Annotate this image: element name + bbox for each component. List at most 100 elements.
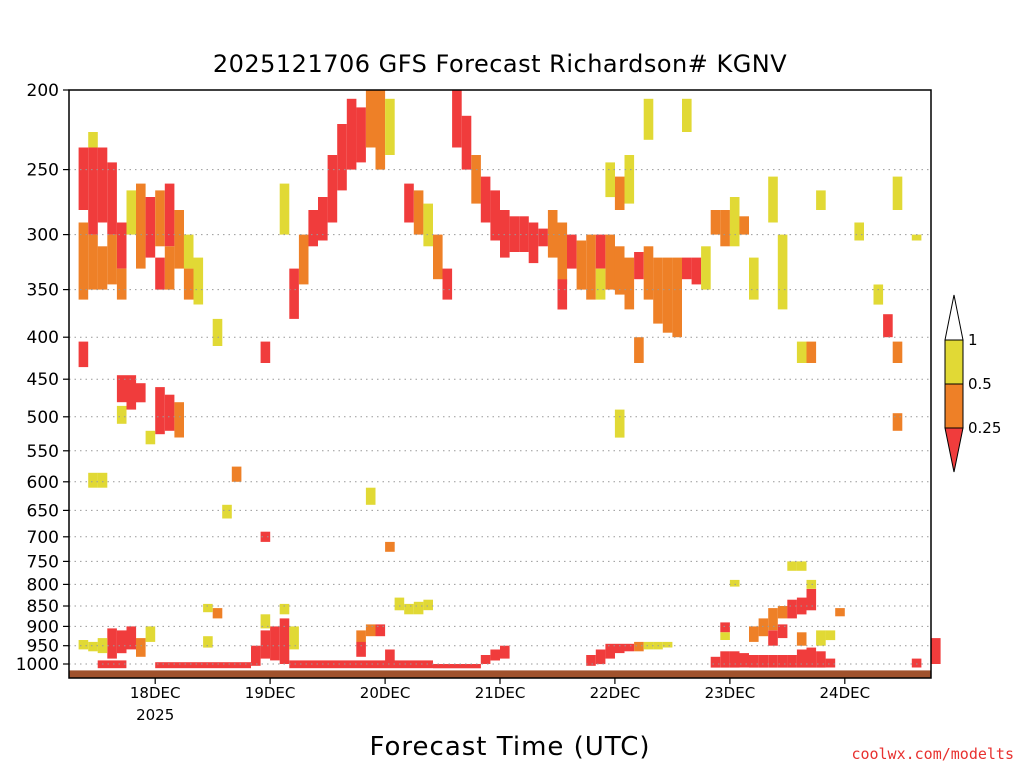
heatmap-cell <box>433 234 443 280</box>
heatmap-cell <box>260 630 271 659</box>
heatmap-cell <box>155 387 165 435</box>
heatmap-cell <box>806 647 817 668</box>
heatmap-cell <box>480 176 491 223</box>
heatmap-cell <box>710 656 721 668</box>
heatmap-cell <box>691 257 702 285</box>
heatmap-cell <box>183 268 194 300</box>
heatmap-cell <box>605 162 615 198</box>
heatmap-cell <box>806 588 817 611</box>
heatmap-cell <box>97 246 108 290</box>
x-axis-ticks: 18DEC 2025 19DEC 20DEC 21DEC 22DEC 23DEC 24DEC <box>130 678 870 724</box>
grid-lines <box>69 169 931 665</box>
heatmap-cell <box>404 183 414 223</box>
heatmap-cell <box>720 622 730 633</box>
heatmap-cell <box>413 190 424 235</box>
heatmap-cell <box>787 561 797 571</box>
heatmap-cell <box>155 257 165 290</box>
heatmap-cell <box>624 257 635 310</box>
heatmap-cell <box>490 190 500 241</box>
heatmap-cell <box>806 341 817 363</box>
heatmap-cell <box>365 624 376 637</box>
heatmap-cell <box>136 638 146 657</box>
heatmap-cell <box>212 608 223 619</box>
heatmap-cell <box>193 257 204 305</box>
x-tick-label: 20DEC <box>360 684 411 702</box>
heatmap-cell <box>557 222 568 285</box>
heatmap-cell <box>595 268 606 300</box>
heatmap-cell <box>777 655 788 668</box>
heatmap-cell <box>873 284 884 305</box>
heatmap-cell <box>605 234 615 290</box>
y-axis-ticks: 200 250 300 350 400 450 500 550 600 650 700 750 8008… <box>16 81 69 675</box>
y-tick-label: 300 <box>27 226 59 246</box>
heatmap-cell <box>394 597 405 611</box>
heatmap-cell <box>758 618 769 637</box>
heatmap-cell <box>116 222 127 269</box>
y-tick-label: 600 <box>27 473 59 493</box>
heatmap-cell <box>576 240 587 290</box>
heatmap-cell <box>126 375 137 410</box>
heatmap-cell <box>423 203 433 247</box>
heatmap-cell <box>270 626 280 661</box>
heatmap-cell <box>816 190 826 210</box>
heatmap-cell <box>605 643 615 659</box>
heatmap-cell <box>164 394 175 431</box>
x-tick-label: 19DEC <box>245 684 296 702</box>
near-surface-cell <box>155 662 251 669</box>
heatmap-cell <box>739 653 749 668</box>
colorbar-legend: 1 0.5 0.25 <box>944 294 1001 473</box>
colorbar-yellow <box>944 339 964 385</box>
heatmap-cell <box>796 632 807 646</box>
heatmap-cell <box>892 341 903 363</box>
heatmap-cell <box>279 618 290 664</box>
heatmap-cell <box>777 606 788 619</box>
chart-title: 2025121706 GFS Forecast Richardson# KGNV <box>212 50 788 78</box>
heatmap-cell <box>116 405 127 424</box>
near-surface-cell <box>433 664 481 669</box>
heatmap-cell <box>768 655 778 668</box>
heatmap-cell <box>174 210 184 269</box>
heatmap-cell <box>145 197 156 258</box>
heatmap-cell <box>260 531 271 542</box>
colorbar-bottom-triangle <box>944 427 964 473</box>
heatmap-cell <box>480 655 491 664</box>
heatmap-cell <box>116 268 127 300</box>
heatmap-cell <box>452 90 462 148</box>
y-tick-label: 350 <box>27 281 59 301</box>
near-surface-cell <box>97 660 127 669</box>
credit-link[interactable]: coolwx.com/modelts <box>851 745 1014 763</box>
heatmap-cell <box>500 645 510 659</box>
heatmap-cell <box>854 222 864 241</box>
y-tick-label: 1000 <box>16 655 59 675</box>
heatmap-cell <box>318 197 328 241</box>
heatmap-cell <box>212 318 223 346</box>
colorbar-label: 1 <box>968 331 978 349</box>
heatmap-cell <box>720 210 730 247</box>
heatmap-cell <box>385 541 395 552</box>
heatmap-cell <box>614 176 625 210</box>
heatmap-cell <box>682 98 692 132</box>
x-tick-sublabel: 2025 <box>136 706 174 724</box>
heatmap-cell <box>643 246 654 300</box>
heatmap-cell <box>796 341 807 363</box>
colorbar-label: 0.25 <box>968 419 1001 437</box>
heatmap-cell <box>88 147 98 235</box>
heatmap-cell <box>768 176 778 223</box>
heatmap-cell <box>97 147 108 223</box>
heatmap-cell <box>164 246 175 290</box>
heatmap-cell <box>538 228 548 247</box>
heatmap-cell <box>298 234 309 285</box>
heatmap-cell <box>107 234 117 285</box>
heatmap-cell <box>816 630 826 646</box>
heatmap-cell <box>768 608 778 631</box>
heatmap-cell <box>796 649 807 668</box>
heatmap-cell <box>155 190 165 247</box>
heatmap-cell <box>653 257 663 324</box>
heatmap-cell <box>749 655 759 668</box>
heatmap-cell <box>88 472 98 488</box>
heatmap-cell <box>356 630 366 642</box>
heatmap-cell <box>385 98 395 155</box>
heatmap-cell <box>595 234 606 269</box>
heatmap-cell <box>586 234 596 300</box>
heatmap-cell <box>365 487 376 505</box>
